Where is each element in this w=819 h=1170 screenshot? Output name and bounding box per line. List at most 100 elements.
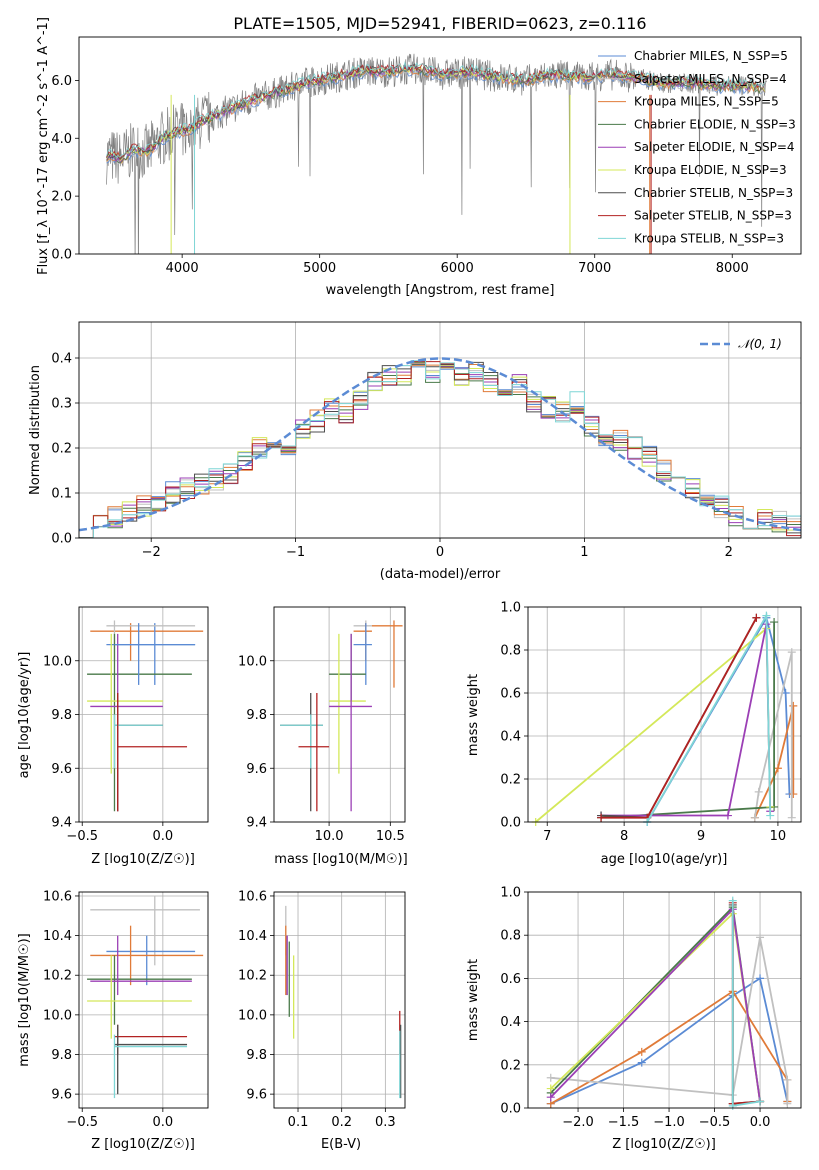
axes-frame (78, 36, 802, 255)
y-tick-label: 10.0 (238, 1008, 267, 1023)
weight-point-marker (750, 813, 759, 822)
weight-line (550, 905, 761, 1102)
axes-frame (273, 606, 406, 823)
legend-label: Chabrier MILES, N_SSP=5 (634, 49, 788, 63)
weight-point-marker (783, 1099, 792, 1108)
y-tick-label: 10.0 (43, 1008, 72, 1023)
y-tick-label: 0.4 (500, 1015, 521, 1030)
axes-frame (527, 891, 802, 1109)
y-tick-label: 10.0 (43, 654, 72, 669)
y-tick-label: 10.6 (43, 889, 72, 904)
y-tick-label: 9.6 (51, 1088, 72, 1103)
legend-label: Chabrier STELIB, N_SSP=3 (634, 186, 793, 200)
x-tick-label: −2 (142, 545, 161, 560)
weight-line (754, 705, 795, 819)
x-axis-label: mass [log10(M/M☉)] (274, 852, 407, 867)
x-tick-label: 0.2 (331, 1115, 352, 1130)
y-tick-label: 0.2 (51, 442, 72, 457)
weight-point-marker (770, 618, 779, 627)
plot-area (546, 896, 792, 1110)
y-tick-label: 1.0 (500, 601, 521, 616)
legend-label: Kroupa STELIB, N_SSP=3 (634, 231, 784, 245)
legend-label: Kroupa MILES, N_SSP=5 (634, 95, 779, 109)
x-axis-label: E(B-V) (321, 1137, 361, 1152)
weight-point-marker (597, 813, 606, 822)
x-axis-label: Z [log10(Z/Z☉)] (91, 1137, 195, 1152)
weight-line (601, 622, 775, 819)
y-tick-label: 0.1 (51, 487, 72, 502)
y-tick-label: 10.2 (238, 969, 267, 984)
x-tick-label: 0.0 (750, 1115, 771, 1130)
weight-line (550, 907, 761, 1102)
weight-point-marker (789, 790, 798, 799)
x-tick-label: 7 (543, 829, 551, 844)
weight-point-marker (783, 1075, 792, 1084)
x-tick-label: 0.0 (153, 829, 174, 844)
y-tick-label: 9.6 (51, 762, 72, 777)
weight-point-marker (546, 1073, 555, 1082)
legend-label: Salpeter STELIB, N_SSP=3 (634, 209, 792, 223)
weight-point-marker (728, 1101, 737, 1110)
plot-area (531, 611, 798, 826)
y-tick-label: 10.6 (238, 889, 267, 904)
axes-frame (78, 321, 802, 539)
plot-area (79, 357, 801, 538)
y-tick-label: 0.4 (500, 730, 521, 745)
chart-age_vs_Z: −0.5 0.0 9.4 9.6 9.8 10.0 Z [log10(Z/Z☉)] age [… (17, 606, 209, 867)
y-tick-label: 9.6 (246, 762, 267, 777)
x-axis-label: age [log10(age/yr)] (601, 852, 728, 867)
histogram-step-line (79, 360, 801, 538)
axes-frame (78, 606, 209, 823)
weight-point-marker (787, 648, 796, 657)
y-tick-label: 0.0 (51, 248, 72, 263)
chart-residuals: −2 −1 0 1 2 0.0 0.1 0.2 0.3 0.4 𝒩(0, 1) (data-model… (28, 321, 802, 582)
x-tick-label: 0.0 (153, 1115, 174, 1130)
weight-point-marker (546, 1093, 555, 1102)
legend-label: Chabrier ELODIE, N_SSP=3 (634, 117, 796, 131)
x-tick-label: 9 (697, 829, 705, 844)
y-tick-label: 0.6 (500, 687, 521, 702)
x-tick-label: 0.1 (288, 1115, 309, 1130)
y-tick-label: 0.0 (500, 816, 521, 831)
weight-point-marker (773, 764, 782, 773)
y-tick-label: 1.0 (500, 886, 521, 901)
weight-point-marker (762, 611, 771, 620)
model-spectrum-line (106, 60, 766, 158)
y-axis-label: mass [log10(M/M☉)] (17, 933, 32, 1066)
legend-label: 𝒩(0, 1) (738, 337, 782, 351)
y-tick-label: 9.8 (246, 708, 267, 723)
y-tick-label: 9.8 (51, 1048, 72, 1063)
y-tick-label: 0.3 (51, 397, 72, 412)
x-tick-label: 2 (725, 545, 733, 560)
x-tick-label: −0.5 (699, 1115, 731, 1130)
legend-label: Salpeter MILES, N_SSP=4 (634, 72, 787, 86)
x-tick-label: 7000 (578, 261, 611, 276)
x-tick-label: 0 (436, 545, 444, 560)
chart-weight_vs_age: 7 8 9 10 0.0 0.2 0.4 0.6 0.8 1.0 age [log10(age/yr… (466, 601, 802, 867)
figure-title: PLATE=1505, MJD=52941, FIBERID=0623, z=0… (233, 14, 646, 33)
y-tick-label: 9.6 (246, 1088, 267, 1103)
weight-point-marker (546, 1084, 555, 1093)
weight-point-marker (752, 613, 761, 622)
y-tick-label: 6.0 (51, 74, 72, 89)
y-tick-label: 9.4 (246, 816, 267, 831)
axes-frame (527, 606, 802, 823)
x-tick-label: −0.5 (66, 1115, 98, 1130)
chart-weight_vs_Z: −2.0 −1.5 −1.0 −0.5 0.0 0.0 0.2 0.4 0.6 0.8 1.0 Z [… (466, 886, 802, 1152)
legend-label: Kroupa ELODIE, N_SSP=3 (634, 163, 787, 177)
y-tick-label: 0.8 (500, 644, 521, 659)
y-tick-label: 0.4 (51, 352, 72, 367)
y-tick-label: 0.8 (500, 929, 521, 944)
weight-point-marker (637, 1047, 646, 1056)
x-tick-label: 0.3 (375, 1115, 396, 1130)
weight-point-marker (756, 1097, 765, 1106)
y-axis-label: Normed distribution (28, 365, 43, 495)
x-axis-label: Z [log10(Z/Z☉)] (612, 1137, 716, 1152)
x-axis-label: Z [log10(Z/Z☉)] (91, 852, 195, 867)
y-tick-label: 10.0 (238, 654, 267, 669)
weight-point-marker (754, 787, 763, 796)
plot-area (280, 620, 403, 812)
y-axis-label: mass weight (466, 674, 481, 756)
weight-point-marker (766, 811, 775, 820)
x-tick-label: 10.5 (376, 829, 405, 844)
